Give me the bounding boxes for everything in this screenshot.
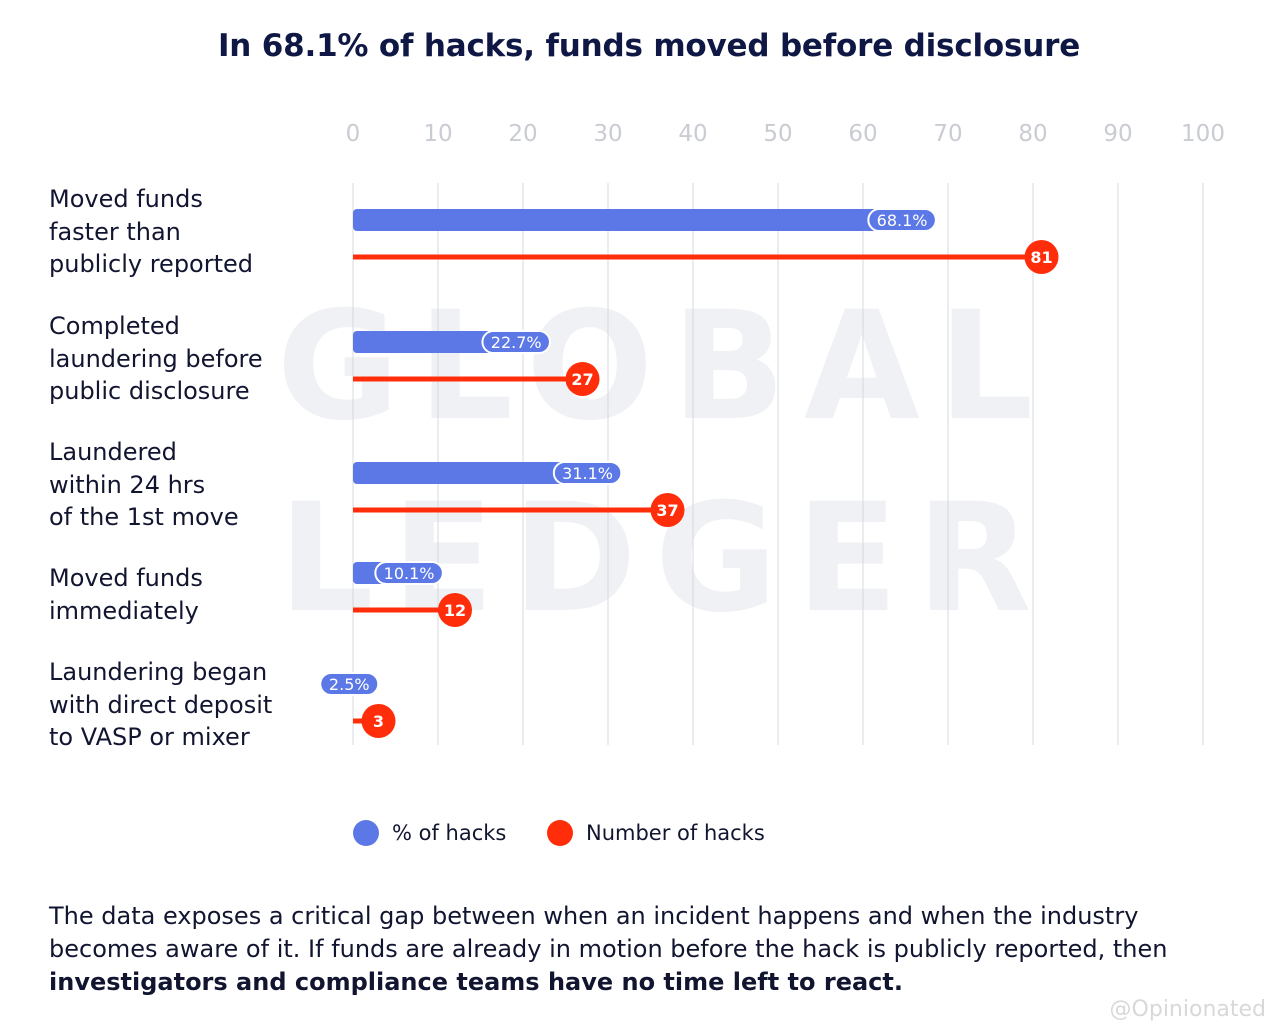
- x-tick-label-2: 20: [508, 121, 537, 147]
- bar-number-label-4: 3: [373, 712, 384, 731]
- x-tick-label-1: 10: [423, 121, 452, 147]
- x-tick-label-7: 70: [933, 121, 962, 147]
- caption: The data exposes a critical gap between …: [49, 900, 1229, 999]
- bar-percent-label-0: 68.1%: [877, 211, 928, 230]
- bar-group-1: 22.7% 27: [353, 330, 600, 396]
- category-label-1: Completed laundering before public discl…: [49, 312, 263, 405]
- x-tick-label-5: 50: [763, 121, 792, 147]
- chart-title: In 68.1% of hacks, funds moved before di…: [217, 28, 1081, 64]
- x-axis-ticks: 0 10 20 30 40 50 60 70 80 90 100: [346, 121, 1225, 147]
- bar-number-dot-2: [650, 493, 685, 527]
- bar-group-0: 68.1% 81: [353, 208, 1059, 274]
- x-tick-label-6: 60: [848, 121, 877, 147]
- bar-percent-pill-4: [319, 672, 380, 696]
- bar-percent-pill-1: [481, 330, 551, 354]
- bar-group-3: 10.1% 12: [353, 561, 472, 627]
- category-label-4: Laundering began with direct deposit to …: [49, 658, 273, 751]
- bar-number-dot-3: [438, 593, 472, 627]
- legend-item-number: Number of hacks: [547, 818, 765, 848]
- category-label-3: Moved funds immediately: [49, 564, 203, 625]
- x-tick-label-10: 100: [1181, 121, 1225, 147]
- bar-percent-label-3: 10.1%: [384, 564, 435, 583]
- x-tick-label-0: 0: [346, 121, 361, 147]
- legend-item-percent: % of hacks: [353, 818, 506, 848]
- bars: 68.1% 81 22.7% 27 31.1% 37 10.1% 12 2.5%3: [319, 208, 1059, 738]
- legend-label-percent: % of hacks: [392, 821, 507, 845]
- bar-number-dot-1: [565, 362, 600, 396]
- caption-emphasis: investigators and compliance teams have …: [49, 968, 903, 996]
- bar-group-4: 2.5%3: [319, 672, 396, 738]
- bar-percent-label-2: 31.1%: [562, 464, 613, 483]
- bar-percent-2: [353, 462, 618, 484]
- footer-watermark: @Opinionated: [1109, 997, 1266, 1022]
- x-tick-label-9: 90: [1103, 121, 1132, 147]
- legend-swatch-percent: [353, 820, 379, 846]
- caption-text: The data exposes a critical gap between …: [49, 902, 1168, 963]
- legend-swatch-number: [547, 820, 573, 846]
- bar-group-2: 31.1% 37: [353, 461, 685, 527]
- bar-number-label-3: 12: [444, 601, 466, 620]
- bar-percent-pill-3: [374, 561, 444, 585]
- bar-number-dot-4: [361, 704, 396, 738]
- watermark-text-0: GLOBAL: [277, 280, 1052, 454]
- bar-number-label-0: 81: [1030, 248, 1052, 267]
- x-tick-label-4: 40: [678, 121, 707, 147]
- bar-number-label-1: 27: [571, 370, 593, 389]
- legend-label-number: Number of hacks: [586, 821, 765, 845]
- bar-number-label-2: 37: [656, 501, 678, 520]
- bar-number-dot-0: [1024, 240, 1059, 274]
- bar-percent-label-4: 2.5%: [329, 675, 370, 694]
- category-label-2: Laundered within 24 hrs of the 1st move: [49, 438, 239, 531]
- x-tick-label-3: 30: [593, 121, 622, 147]
- bar-percent-pill-0: [867, 208, 937, 232]
- bar-percent-0: [353, 209, 932, 231]
- bar-percent-label-1: 22.7%: [491, 333, 542, 352]
- category-label-0: Moved funds faster than publicly reporte…: [49, 185, 254, 278]
- bar-percent-pill-2: [552, 461, 623, 485]
- x-tick-label-8: 80: [1018, 121, 1047, 147]
